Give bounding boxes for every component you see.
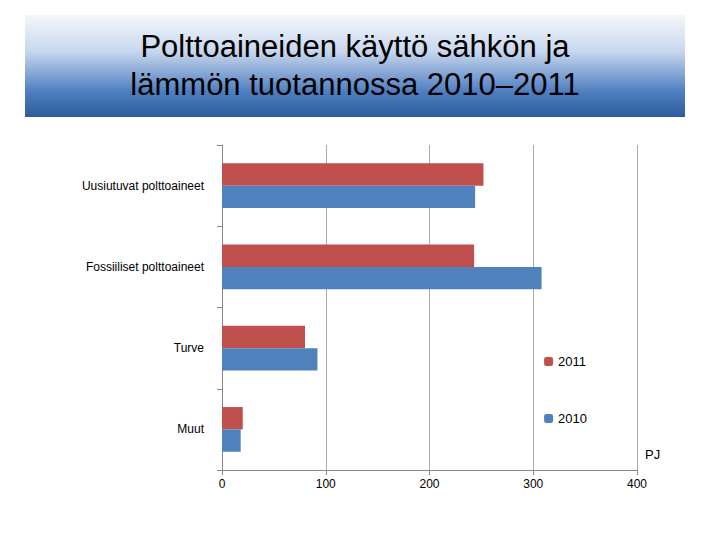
- svg-text:2011: 2011: [558, 354, 586, 369]
- html-text:Polttoaineiden käyttö sähkön j: Polttoaineiden käyttö sähkön ja lämmön t…: [130, 29, 580, 102]
- svg-text:100: 100: [316, 477, 336, 491]
- svg-text:2010: 2010: [558, 411, 587, 426]
- svg-text:200: 200: [419, 477, 439, 491]
- svg-text:Fossiiliset polttoaineet: Fossiiliset polttoaineet: [86, 260, 205, 274]
- svg-text:0: 0: [219, 477, 226, 491]
- svg-text:Turve: Turve: [174, 341, 205, 355]
- svg-text:300: 300: [523, 477, 543, 491]
- svg-text:400: 400: [627, 477, 647, 491]
- svg-text:PJ: PJ: [645, 447, 660, 462]
- svg-text:Uusiutuvat polttoaineet: Uusiutuvat polttoaineet: [82, 179, 205, 193]
- svg-text:Muut: Muut: [177, 422, 204, 436]
